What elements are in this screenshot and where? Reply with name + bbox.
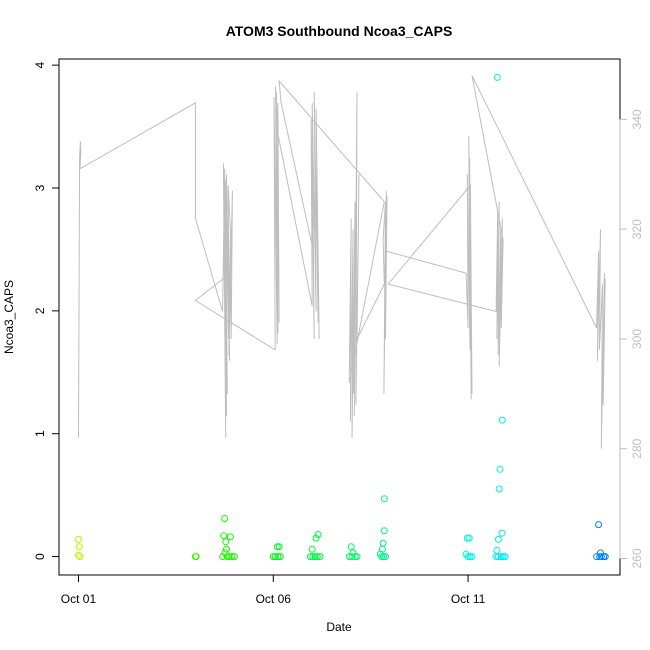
data-point — [380, 495, 388, 503]
data-point — [595, 521, 603, 529]
data-point — [493, 546, 501, 554]
data-point — [498, 529, 506, 537]
data-point — [308, 545, 316, 553]
data-point — [496, 465, 504, 473]
plot-box — [58, 58, 621, 576]
data-point — [228, 553, 236, 561]
data-point — [219, 553, 227, 561]
x-tick-label: Oct 06 — [256, 592, 292, 606]
data-point — [353, 553, 361, 561]
x-axis-label: Date — [326, 620, 352, 634]
data-point — [464, 553, 472, 561]
data-point — [223, 553, 231, 561]
points-series — [75, 73, 609, 561]
y-right-tick-label: 260 — [630, 548, 644, 568]
data-point — [225, 553, 233, 561]
data-point — [226, 533, 234, 541]
y-tick-label: 3 — [33, 184, 47, 191]
data-point — [597, 553, 605, 561]
data-point — [222, 538, 230, 546]
data-point — [221, 549, 229, 557]
x-axis: Oct 01 Oct 06 Oct 11 — [61, 574, 486, 606]
y-axis-label: Ncoa3_CAPS — [2, 280, 16, 354]
data-point — [468, 553, 476, 561]
y-axis: 0 1 2 3 4 — [33, 61, 60, 560]
data-point — [276, 553, 284, 561]
data-point — [601, 553, 609, 561]
data-point — [463, 534, 471, 542]
data-point — [380, 527, 388, 535]
data-point — [492, 553, 500, 561]
data-point — [347, 543, 355, 551]
y-tick-label: 2 — [33, 307, 47, 314]
data-point — [75, 551, 82, 559]
x-tick-label: Oct 11 — [451, 592, 486, 606]
y-right-tick-label: 300 — [630, 329, 644, 349]
data-point — [75, 535, 82, 543]
data-point — [271, 553, 279, 561]
y-tick-label: 1 — [33, 430, 47, 437]
series-line — [78, 75, 606, 449]
data-point — [313, 553, 321, 561]
data-point — [493, 73, 501, 81]
data-point — [498, 416, 506, 424]
data-point — [497, 553, 505, 561]
y-tick-label: 4 — [33, 61, 47, 68]
data-point — [494, 535, 502, 543]
data-point — [494, 553, 502, 561]
data-point — [274, 553, 282, 561]
data-point — [501, 553, 509, 561]
data-point — [380, 553, 387, 561]
data-point — [466, 553, 474, 561]
y-right-tick-label: 320 — [630, 219, 644, 239]
chart-title: ATOM3 Southbound Ncoa3_CAPS — [226, 23, 453, 39]
data-point — [275, 543, 283, 551]
data-point — [306, 553, 314, 561]
data-point — [223, 545, 230, 553]
data-point — [382, 553, 389, 561]
data-point — [312, 534, 320, 542]
data-point — [311, 553, 319, 561]
data-point — [269, 553, 277, 561]
right-axis-line-series — [78, 75, 606, 449]
y-axis-right: 260 280 300 320 340 — [619, 109, 644, 569]
data-point — [314, 531, 322, 538]
data-point — [220, 532, 228, 540]
data-point — [348, 553, 356, 561]
data-point — [465, 534, 473, 542]
data-point — [221, 515, 229, 522]
data-point — [495, 485, 503, 493]
data-point — [192, 553, 200, 561]
data-point — [593, 553, 601, 561]
data-point — [378, 553, 386, 561]
y-right-tick-label: 340 — [630, 109, 644, 129]
data-point — [349, 549, 357, 557]
data-point — [309, 553, 317, 561]
data-point — [230, 553, 238, 561]
data-point — [379, 539, 387, 547]
data-point — [351, 553, 359, 561]
y-tick-label: 0 — [33, 553, 47, 560]
data-point — [75, 543, 83, 551]
data-point — [499, 553, 507, 561]
y-right-tick-label: 280 — [630, 438, 644, 458]
data-point — [316, 553, 324, 561]
data-point — [273, 543, 281, 551]
x-tick-label: Oct 01 — [61, 592, 97, 606]
data-point — [76, 553, 84, 561]
